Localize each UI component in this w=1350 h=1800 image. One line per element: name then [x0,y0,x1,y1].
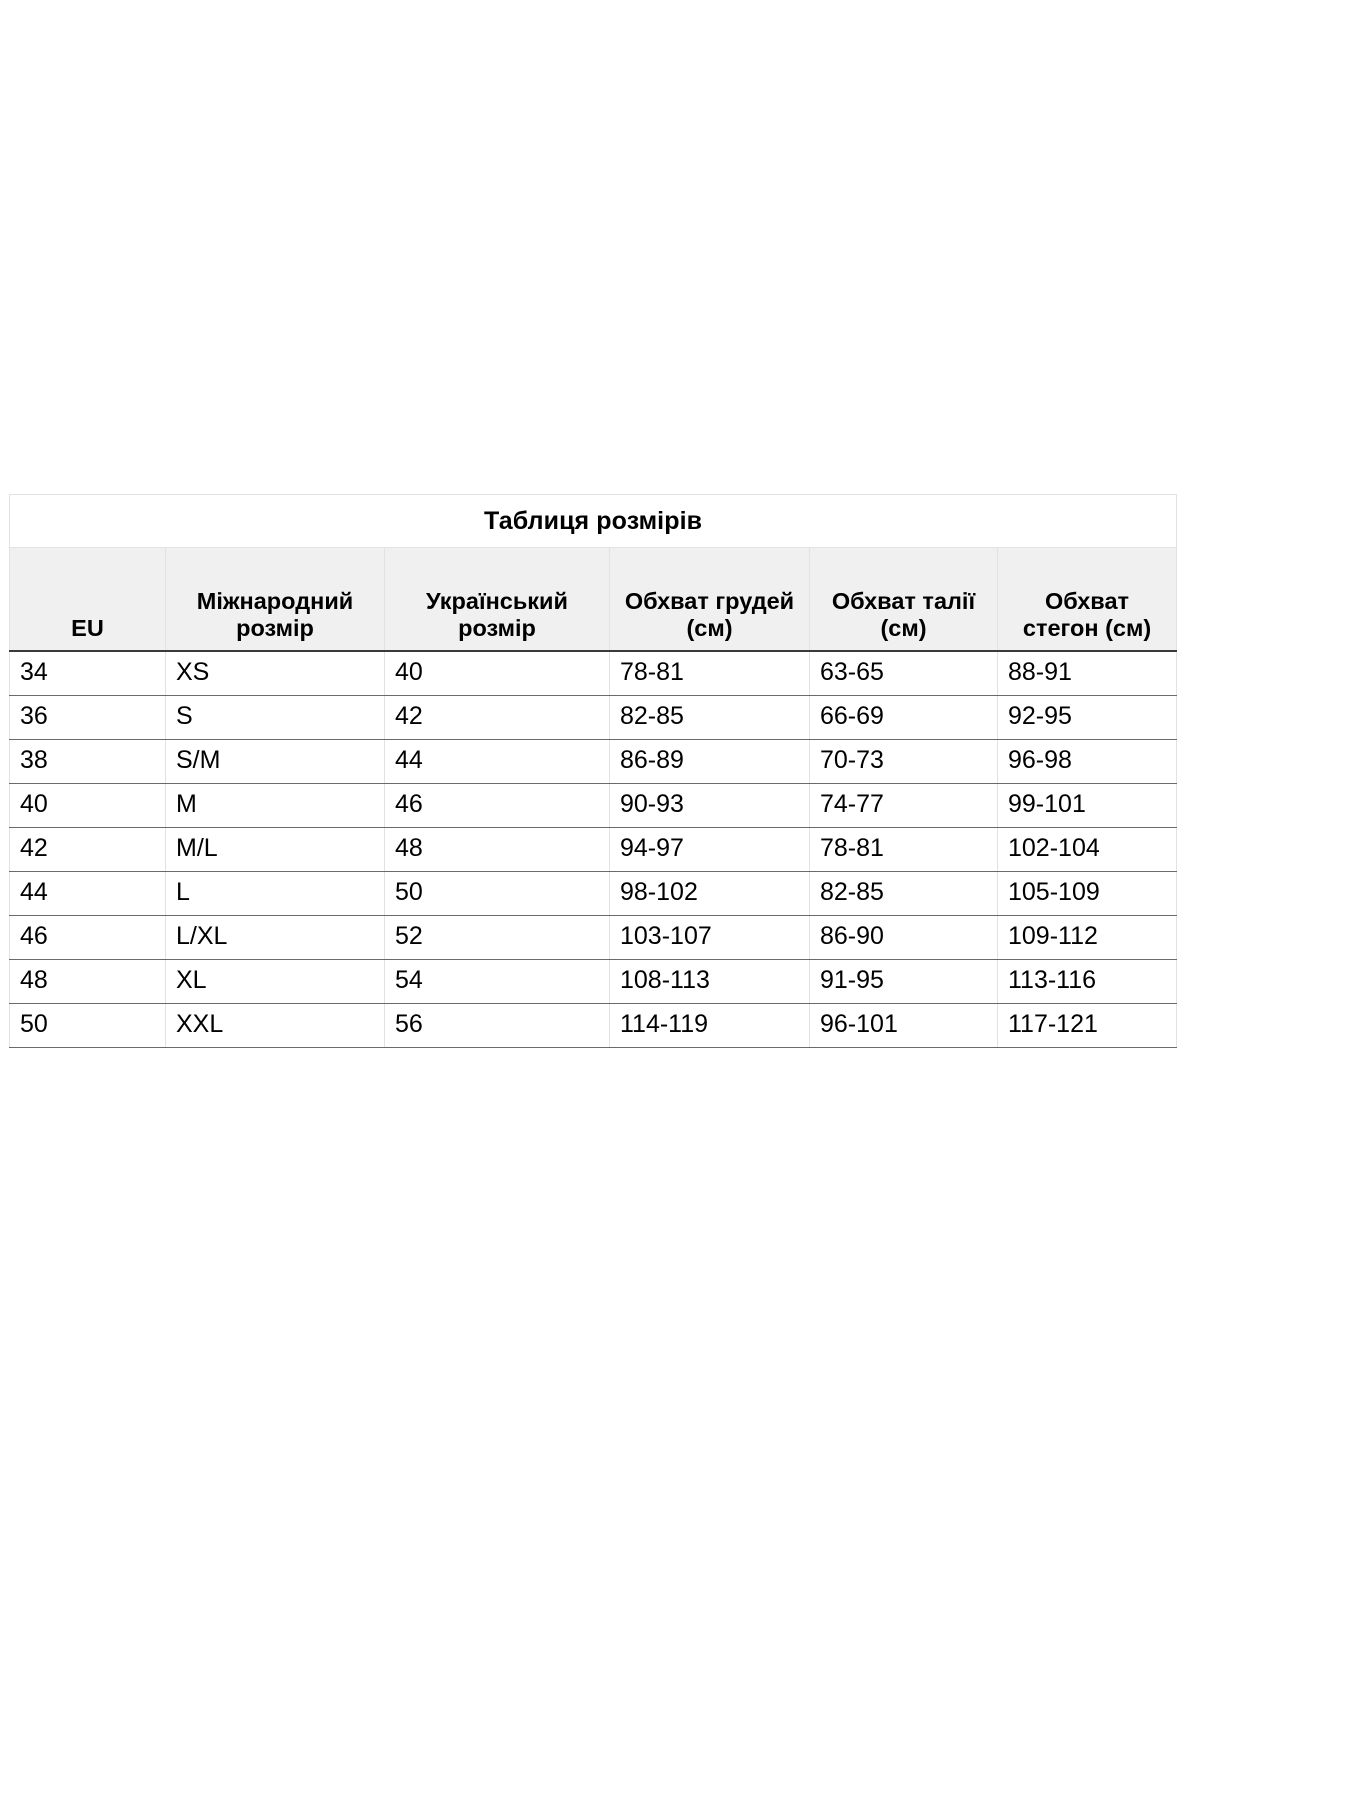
cell-eu: 50 [9,1003,166,1048]
cell-chest: 86-89 [609,739,810,784]
table-title: Таблиця розмірів [8,494,1178,548]
table-row: 34 XS 40 78-81 63-65 88-91 [9,650,1178,696]
column-header-waist: Обхват талії (см) [809,547,998,652]
cell-hips: 102-104 [996,827,1178,872]
cell-eu: 42 [9,827,166,872]
cell-hips: 92-95 [996,695,1178,740]
column-header-international-size: Міжнародний розмір [165,547,385,652]
cell-chest: 103-107 [609,915,810,960]
cell-ua: 46 [384,783,610,828]
cell-ua: 40 [384,650,610,696]
table-header-row: EU Міжнародний розмір Український розмір… [9,547,1178,652]
table-title-row: Таблиця розмірів [8,494,1178,548]
cell-chest: 94-97 [609,827,810,872]
cell-waist: 70-73 [809,739,998,784]
cell-intl: XS [165,650,385,696]
cell-hips: 109-112 [996,915,1178,960]
cell-intl: S [165,695,385,740]
cell-ua: 44 [384,739,610,784]
cell-ua: 54 [384,959,610,1004]
cell-intl: M/L [165,827,385,872]
cell-hips: 113-116 [996,959,1178,1004]
cell-intl: M [165,783,385,828]
cell-waist: 86-90 [809,915,998,960]
cell-waist: 82-85 [809,871,998,916]
column-header-hips: Обхват стегон (см) [996,547,1178,652]
size-chart-container: Таблиця розмірів EU Міжнародний розмір У… [8,494,1178,1048]
table-row: 50 XXL 56 114-119 96-101 117-121 [9,1003,1178,1048]
size-chart-body: 34 XS 40 78-81 63-65 88-91 36 S 42 82-85… [9,650,1178,1048]
cell-chest: 78-81 [609,650,810,696]
cell-ua: 50 [384,871,610,916]
cell-intl: L [165,871,385,916]
cell-intl: L/XL [165,915,385,960]
cell-ua: 52 [384,915,610,960]
cell-ua: 48 [384,827,610,872]
table-row: 38 S/M 44 86-89 70-73 96-98 [9,739,1178,784]
table-row: 48 XL 54 108-113 91-95 113-116 [9,959,1178,1004]
cell-eu: 48 [9,959,166,1004]
table-row: 46 L/XL 52 103-107 86-90 109-112 [9,915,1178,960]
cell-eu: 46 [9,915,166,960]
cell-hips: 88-91 [996,650,1178,696]
cell-waist: 63-65 [809,650,998,696]
cell-hips: 117-121 [996,1003,1178,1048]
cell-waist: 66-69 [809,695,998,740]
cell-hips: 99-101 [996,783,1178,828]
cell-chest: 90-93 [609,783,810,828]
cell-eu: 44 [9,871,166,916]
cell-hips: 96-98 [996,739,1178,784]
cell-eu: 36 [9,695,166,740]
cell-waist: 78-81 [809,827,998,872]
cell-hips: 105-109 [996,871,1178,916]
column-header-ukrainian-size: Український розмір [384,547,610,652]
table-row: 42 M/L 48 94-97 78-81 102-104 [9,827,1178,872]
cell-waist: 91-95 [809,959,998,1004]
cell-ua: 56 [384,1003,610,1048]
table-row: 36 S 42 82-85 66-69 92-95 [9,695,1178,740]
cell-chest: 98-102 [609,871,810,916]
column-header-chest: Обхват грудей (см) [609,547,810,652]
cell-waist: 74-77 [809,783,998,828]
cell-chest: 82-85 [609,695,810,740]
size-chart-table: Таблиця розмірів EU Міжнародний розмір У… [8,494,1178,1048]
table-row: 44 L 50 98-102 82-85 105-109 [9,871,1178,916]
cell-eu: 34 [9,650,166,696]
cell-chest: 108-113 [609,959,810,1004]
cell-waist: 96-101 [809,1003,998,1048]
cell-intl: XXL [165,1003,385,1048]
cell-eu: 40 [9,783,166,828]
cell-chest: 114-119 [609,1003,810,1048]
cell-eu: 38 [9,739,166,784]
size-chart-head: Таблиця розмірів EU Міжнародний розмір У… [8,494,1178,652]
cell-intl: XL [165,959,385,1004]
table-row: 40 M 46 90-93 74-77 99-101 [9,783,1178,828]
cell-ua: 42 [384,695,610,740]
cell-intl: S/M [165,739,385,784]
column-header-eu: EU [9,547,166,652]
